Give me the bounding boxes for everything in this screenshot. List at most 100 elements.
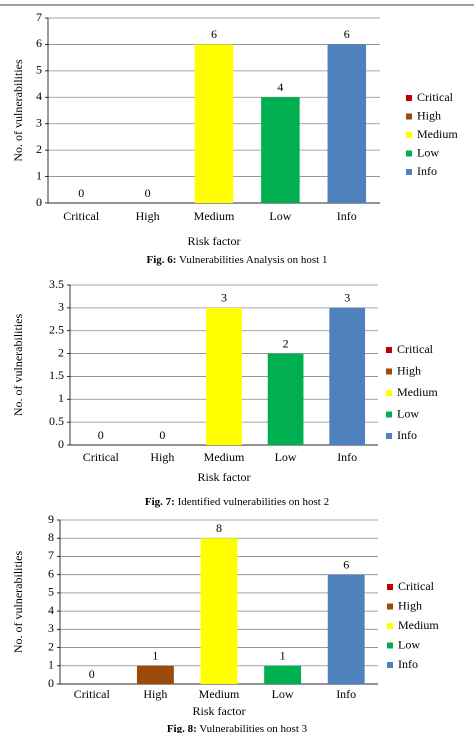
y-tick-label: 2 <box>36 142 42 156</box>
data-label: 6 <box>343 557 349 571</box>
x-tick-label: High <box>150 450 174 464</box>
caption: Fig. 6: Vulnerabilities Analysis on host… <box>147 254 328 266</box>
y-tick-label: 8 <box>48 530 54 544</box>
y-tick-label: 0 <box>36 195 42 209</box>
legend-label: Info <box>417 164 437 178</box>
legend-label: High <box>397 363 421 377</box>
x-axis-label: Risk factor <box>198 470 251 484</box>
x-tick-label: Medium <box>199 687 240 701</box>
bar <box>136 665 174 684</box>
legend-label: Critical <box>417 90 454 104</box>
legend-swatch <box>386 390 392 396</box>
legend-label: Info <box>397 428 417 442</box>
legend-swatch <box>406 169 412 175</box>
y-tick-label: 1 <box>36 168 42 182</box>
legend-swatch <box>387 623 393 629</box>
y-tick-label: 3 <box>48 621 54 635</box>
x-axis-label: Risk factor <box>193 704 246 718</box>
caption-number: Fig. 7: <box>145 496 175 508</box>
legend-label: Medium <box>417 127 458 141</box>
caption: Fig. 7: Identified vulnerabilities on ho… <box>145 496 329 508</box>
bar <box>267 353 304 445</box>
legend-label: Low <box>398 637 420 651</box>
x-tick-label: Info <box>336 687 356 701</box>
x-tick-label: Medium <box>194 209 235 223</box>
legend-label: High <box>417 108 441 122</box>
bar <box>327 44 367 203</box>
legend-label: Critical <box>397 342 434 356</box>
data-label: 1 <box>152 649 158 663</box>
data-label: 6 <box>211 27 217 41</box>
x-tick-label: High <box>136 209 160 223</box>
legend-swatch <box>387 584 393 590</box>
x-tick-label: Info <box>337 450 357 464</box>
y-tick-label: 6 <box>36 36 42 50</box>
x-axis-label: Risk factor <box>188 234 241 248</box>
caption-number: Fig. 6: <box>147 254 177 266</box>
legend-label: Info <box>398 657 418 671</box>
legend-swatch <box>406 132 412 138</box>
legend-swatch <box>386 411 392 418</box>
y-axis-label: No. of vulnerabilities <box>11 314 25 417</box>
legend-swatch <box>406 113 412 120</box>
caption: Fig. 8: Vulnerabilities on host 3 <box>167 723 308 733</box>
y-axis-label: No. of vulnerabilities <box>11 551 25 654</box>
data-label: 8 <box>216 521 222 535</box>
y-tick-label: 3 <box>58 300 64 314</box>
legend-swatch <box>387 662 393 668</box>
bar <box>206 307 242 445</box>
legend-label: High <box>398 598 422 612</box>
legend-label: Medium <box>398 618 439 632</box>
y-tick-label: 2 <box>48 639 54 653</box>
x-tick-label: Low <box>275 450 297 464</box>
y-tick-label: 3 <box>36 115 42 129</box>
data-label: 2 <box>283 336 289 350</box>
legend-swatch <box>386 347 392 353</box>
legend-swatch <box>406 95 412 101</box>
legend-swatch <box>406 150 412 157</box>
bar <box>329 307 366 445</box>
legend-swatch <box>386 433 392 439</box>
y-tick-label: 1 <box>48 658 54 672</box>
y-tick-label: 7 <box>48 548 54 562</box>
legend-swatch <box>387 603 393 610</box>
data-label: 3 <box>221 291 227 305</box>
y-tick-label: 5 <box>36 63 42 77</box>
bar <box>200 538 238 684</box>
y-tick-label: 4 <box>48 603 54 617</box>
y-axis-label: No. of vulnerabilities <box>11 59 25 162</box>
caption-text: Vulnerabilities Analysis on host 1 <box>179 254 327 266</box>
bar <box>194 44 234 203</box>
x-tick-label: Info <box>337 209 357 223</box>
legend-swatch <box>386 368 392 375</box>
x-tick-label: Critical <box>83 450 120 464</box>
caption-number: Fig. 8: <box>167 723 197 733</box>
caption-text: Vulnerabilities on host 3 <box>199 723 307 733</box>
bar <box>327 574 365 684</box>
bar <box>261 97 300 203</box>
data-label: 4 <box>277 80 283 94</box>
y-tick-label: 0 <box>48 676 54 690</box>
y-tick-label: 0 <box>58 437 64 451</box>
data-label: 0 <box>159 428 165 442</box>
caption-text: Identified vulnerabilities on host 2 <box>178 496 330 508</box>
data-label: 0 <box>145 186 151 200</box>
bar <box>264 665 302 684</box>
legend-label: Medium <box>397 385 438 399</box>
data-label: 1 <box>280 649 286 663</box>
data-label: 0 <box>89 667 95 681</box>
x-tick-label: Critical <box>74 687 111 701</box>
y-tick-label: 9 <box>48 512 54 526</box>
y-tick-label: 3.5 <box>49 277 64 291</box>
x-tick-label: Medium <box>204 450 245 464</box>
x-tick-label: Low <box>272 687 294 701</box>
data-label: 0 <box>98 428 104 442</box>
y-tick-label: 1 <box>58 391 64 405</box>
x-tick-label: Critical <box>63 209 100 223</box>
data-label: 0 <box>78 186 84 200</box>
y-tick-label: 6 <box>48 566 54 580</box>
legend-label: Critical <box>398 579 435 593</box>
x-tick-label: Low <box>269 209 291 223</box>
y-tick-label: 1.5 <box>49 368 64 382</box>
